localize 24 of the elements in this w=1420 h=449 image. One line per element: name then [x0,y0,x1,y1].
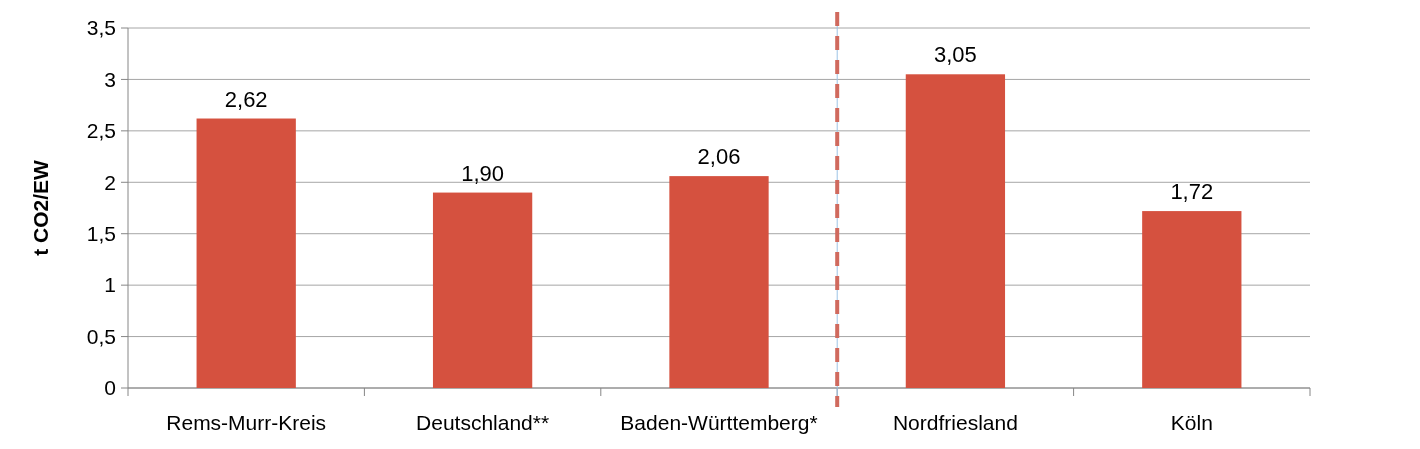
bar [196,118,296,388]
y-tick-label: 3 [104,67,116,91]
y-tick-label: 0 [104,376,116,400]
bar [669,176,769,388]
data-label: 2,06 [697,144,741,170]
x-tick-label: Rems-Murr-Kreis [166,411,327,434]
data-label: 2,62 [224,86,268,112]
data-label: 3,05 [933,42,977,68]
y-tick-label: 0,5 [86,324,116,348]
data-label: 1,72 [1170,179,1214,205]
y-tick-label: 3,5 [86,16,116,40]
x-tick-label: Baden-Württemberg* [620,411,818,434]
y-tick-label: 1 [104,273,116,297]
x-tick-label: Nordfriesland [892,411,1018,434]
bar [432,192,533,388]
y-axis-title: t CO2/EW [29,159,52,256]
data-label: 1,90 [461,160,505,186]
bar [905,74,1006,388]
x-tick-label: Deutschland** [416,411,550,434]
y-tick-label: 2,5 [86,119,116,143]
y-tick-label: 2 [104,170,116,194]
x-tick-label: Köln [1170,411,1213,434]
y-tick-label: 1,5 [86,222,116,246]
bar [1142,211,1242,388]
